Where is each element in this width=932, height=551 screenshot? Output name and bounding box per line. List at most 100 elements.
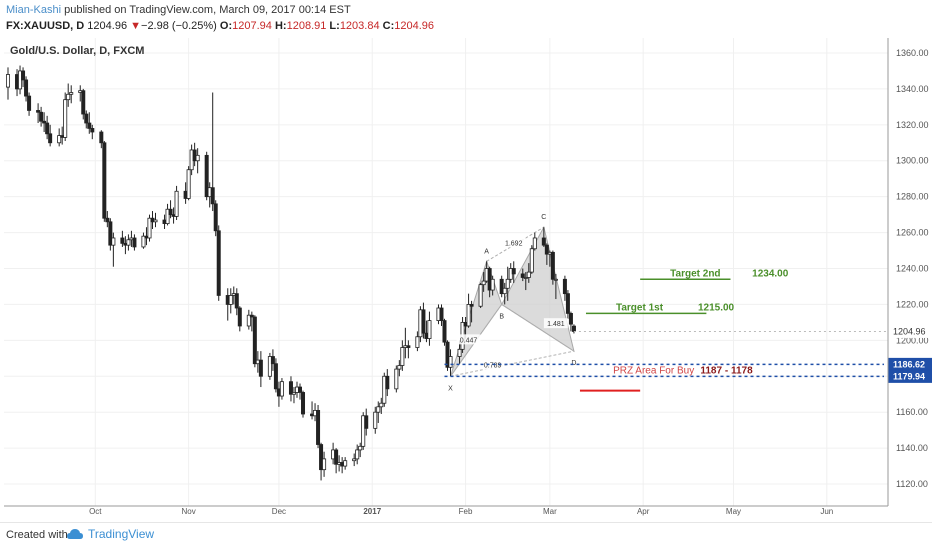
price-chart[interactable]: 1120.001140.001160.001180.001200.001220.… bbox=[0, 38, 932, 518]
y-tick-label: 1160.00 bbox=[896, 407, 928, 417]
ratio-label: 0.447 bbox=[460, 337, 478, 344]
ratio-label: 0.789 bbox=[484, 362, 502, 369]
candle bbox=[526, 263, 531, 283]
y-tick-label: 1340.00 bbox=[896, 84, 929, 94]
candle bbox=[246, 309, 251, 330]
candle bbox=[108, 218, 113, 251]
candle-body bbox=[364, 415, 369, 429]
chart-title: Gold/U.S. Dollar, D, FXCM bbox=[10, 45, 144, 57]
candle-body bbox=[186, 169, 191, 199]
tradingview-brand-label: TradingView bbox=[88, 527, 155, 541]
chart-area[interactable]: 1120.001140.001160.001180.001200.001220.… bbox=[0, 38, 932, 518]
candle-body bbox=[165, 208, 170, 225]
candle bbox=[291, 387, 296, 404]
candle bbox=[550, 250, 555, 285]
candle bbox=[529, 245, 534, 274]
candle-body bbox=[568, 313, 573, 325]
candle-body bbox=[373, 411, 378, 429]
cloud-icon bbox=[67, 529, 83, 539]
x-tick-label: Jun bbox=[820, 507, 833, 516]
candle bbox=[553, 273, 558, 300]
candle bbox=[400, 340, 405, 371]
candle-body bbox=[132, 237, 137, 248]
y-tick-label: 1300.00 bbox=[896, 156, 929, 166]
candles-group bbox=[6, 65, 576, 481]
candle bbox=[376, 401, 381, 423]
candle-body bbox=[400, 347, 405, 366]
candle bbox=[520, 268, 525, 282]
candle-body bbox=[442, 320, 447, 343]
candle bbox=[421, 302, 426, 339]
candle bbox=[105, 211, 110, 228]
candle-body bbox=[361, 415, 366, 447]
candle-body bbox=[565, 293, 570, 314]
candle-body bbox=[376, 406, 381, 413]
open-label: O: bbox=[219, 20, 233, 32]
candle-body bbox=[457, 348, 462, 357]
tradingview-brand[interactable]: TradingView bbox=[66, 527, 154, 541]
y-tick-label: 1320.00 bbox=[896, 120, 929, 130]
price-marker-bg bbox=[888, 324, 932, 338]
candle-body bbox=[529, 248, 534, 273]
candle bbox=[541, 227, 546, 247]
candle bbox=[334, 448, 339, 474]
candle-body bbox=[445, 341, 450, 368]
candle-body bbox=[301, 392, 306, 415]
author-link[interactable]: Mian-Kashi bbox=[6, 4, 62, 16]
pattern-ratio-line bbox=[501, 304, 575, 352]
candle bbox=[90, 124, 95, 140]
candle bbox=[319, 442, 324, 481]
candle-body bbox=[147, 217, 152, 239]
publication-header: Mian-Kashi published on TradingView.com,… bbox=[0, 0, 932, 38]
candle bbox=[234, 288, 239, 316]
target-value: 1215.00 bbox=[698, 302, 735, 313]
candle-body bbox=[48, 133, 53, 144]
pattern-point-label: X bbox=[448, 385, 453, 392]
candle-body bbox=[502, 287, 507, 295]
candle-body bbox=[562, 278, 567, 295]
candle bbox=[99, 130, 104, 149]
candle-body bbox=[81, 90, 86, 115]
candle bbox=[63, 92, 68, 141]
candle bbox=[39, 106, 44, 127]
candle bbox=[141, 232, 146, 249]
candle bbox=[81, 88, 86, 120]
candle bbox=[153, 212, 158, 228]
candle bbox=[502, 282, 507, 305]
candle-body bbox=[499, 278, 504, 295]
pattern-point-label: B bbox=[499, 313, 504, 320]
candle bbox=[466, 293, 471, 328]
candle-body bbox=[258, 359, 263, 377]
candle bbox=[111, 232, 116, 267]
candle bbox=[36, 103, 41, 124]
publication-line: Mian-Kashi published on TradingView.com,… bbox=[6, 4, 351, 16]
y-tick-label: 1220.00 bbox=[896, 299, 929, 309]
candle-body bbox=[195, 154, 200, 162]
footer: Created with TradingView bbox=[0, 522, 932, 551]
candle-body bbox=[228, 295, 233, 305]
candle-body bbox=[526, 271, 531, 278]
candle-body bbox=[394, 368, 399, 390]
candle bbox=[126, 234, 131, 251]
candle bbox=[373, 406, 378, 434]
candle bbox=[186, 166, 191, 201]
candle-body bbox=[466, 304, 471, 327]
candle-body bbox=[246, 314, 251, 327]
candle-body bbox=[523, 277, 528, 279]
candle bbox=[27, 92, 32, 116]
candle-body bbox=[355, 449, 360, 460]
candle-body bbox=[382, 375, 387, 404]
y-tick-label: 1280.00 bbox=[896, 192, 929, 202]
candle-body bbox=[297, 386, 302, 393]
candle-body bbox=[273, 363, 278, 390]
target-label: Target 2nd bbox=[670, 268, 720, 279]
y-tick-label: 1240.00 bbox=[896, 264, 929, 274]
candle bbox=[301, 390, 306, 418]
price-change: −2.98 (−0.25%) bbox=[141, 20, 217, 32]
candle bbox=[252, 315, 257, 368]
candle bbox=[532, 232, 537, 251]
candle-body bbox=[550, 251, 555, 280]
candle bbox=[216, 225, 221, 301]
candle-body bbox=[490, 278, 495, 291]
candle-body bbox=[358, 445, 363, 451]
